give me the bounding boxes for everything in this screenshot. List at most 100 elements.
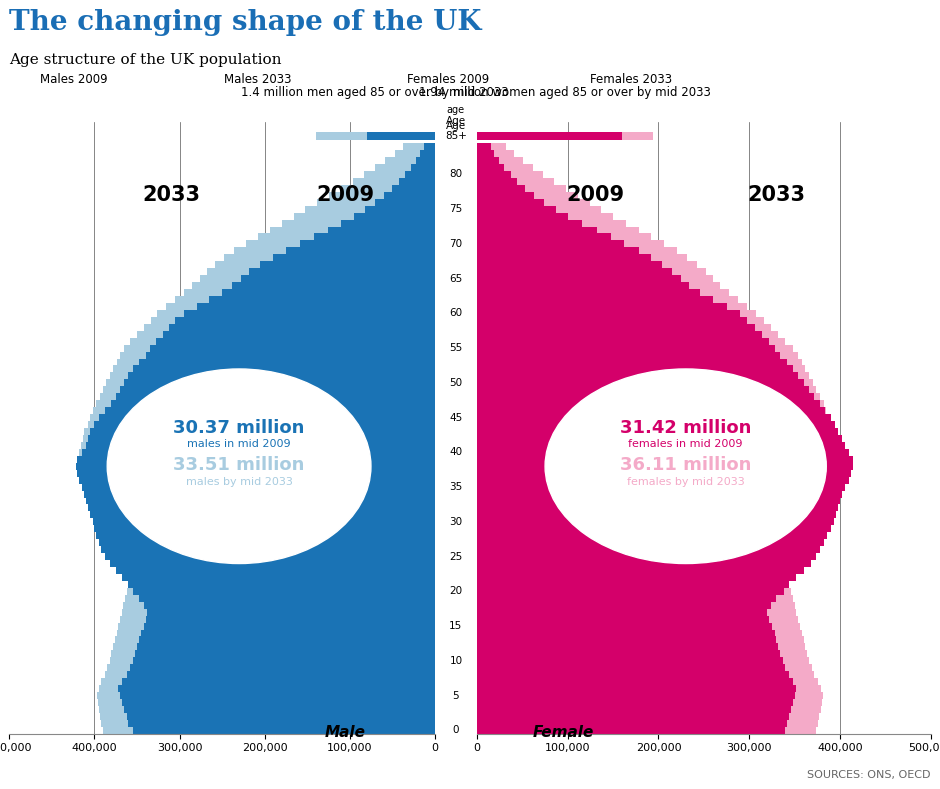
Bar xyxy=(96,400,434,407)
Bar xyxy=(127,713,434,720)
Bar xyxy=(477,484,845,491)
Bar xyxy=(477,560,811,567)
Bar xyxy=(286,248,434,254)
Text: males by mid 2033: males by mid 2033 xyxy=(186,477,292,487)
Bar xyxy=(477,164,504,171)
Bar xyxy=(477,706,821,713)
Text: 2009: 2009 xyxy=(566,185,624,205)
Bar xyxy=(148,608,434,615)
Bar xyxy=(258,234,434,241)
Bar xyxy=(477,533,807,539)
Bar xyxy=(77,456,434,463)
Bar xyxy=(132,567,434,574)
Bar xyxy=(477,442,845,449)
Bar xyxy=(477,331,762,338)
Bar xyxy=(137,644,434,650)
Bar xyxy=(101,713,434,720)
Bar xyxy=(477,414,829,421)
Bar xyxy=(477,282,720,289)
Bar xyxy=(222,289,434,296)
Text: 5: 5 xyxy=(452,690,460,701)
Text: 2033: 2033 xyxy=(747,185,806,205)
Bar xyxy=(424,143,434,150)
Bar xyxy=(477,435,841,442)
Bar xyxy=(477,289,700,296)
Bar xyxy=(477,685,821,692)
Text: 60: 60 xyxy=(449,308,462,319)
Bar xyxy=(477,387,809,393)
Bar xyxy=(82,449,434,456)
Bar xyxy=(129,581,434,588)
Bar xyxy=(477,143,506,150)
Bar xyxy=(121,546,434,553)
Bar xyxy=(477,511,837,518)
Bar xyxy=(102,518,434,525)
Bar xyxy=(112,400,434,407)
Bar xyxy=(184,289,434,296)
Bar xyxy=(127,588,434,595)
Bar xyxy=(131,560,434,567)
Bar xyxy=(477,637,776,644)
Bar xyxy=(403,143,434,150)
Text: 2009: 2009 xyxy=(317,185,374,205)
Bar xyxy=(477,192,534,199)
Text: 50: 50 xyxy=(449,378,462,388)
Bar xyxy=(477,428,838,435)
Bar xyxy=(477,323,771,331)
Bar xyxy=(477,491,841,498)
Bar xyxy=(113,644,434,650)
Bar xyxy=(477,143,491,150)
Bar xyxy=(477,345,792,352)
Bar xyxy=(477,602,771,608)
Bar xyxy=(77,463,434,469)
Bar xyxy=(477,574,788,581)
Bar xyxy=(133,727,434,734)
Bar xyxy=(477,615,769,623)
Bar xyxy=(477,345,775,352)
Bar xyxy=(129,372,434,380)
Bar xyxy=(477,685,796,692)
Bar xyxy=(365,206,434,212)
Text: 30: 30 xyxy=(449,517,462,527)
Text: 80: 80 xyxy=(449,170,462,179)
Bar xyxy=(107,664,434,671)
Text: Females 2033: Females 2033 xyxy=(590,73,672,86)
Bar xyxy=(115,637,434,644)
Bar xyxy=(477,553,791,560)
Bar xyxy=(477,491,833,498)
Bar xyxy=(117,539,434,546)
Bar xyxy=(146,615,434,623)
Bar xyxy=(97,692,434,699)
Bar xyxy=(117,358,434,365)
Bar xyxy=(157,310,434,317)
Bar xyxy=(329,192,434,199)
Bar xyxy=(477,525,831,533)
Text: 45: 45 xyxy=(449,413,462,423)
Bar xyxy=(477,248,638,254)
Bar xyxy=(83,435,434,442)
Bar xyxy=(477,650,807,657)
Bar xyxy=(163,331,434,338)
Bar xyxy=(477,657,783,664)
Bar xyxy=(477,644,778,650)
Bar xyxy=(477,178,555,185)
Text: 1.94 million women aged 85 or over by mid 2033: 1.94 million women aged 85 or over by mi… xyxy=(419,86,711,99)
Bar xyxy=(477,623,800,630)
Bar xyxy=(86,442,434,449)
Text: 10: 10 xyxy=(449,656,462,666)
Bar xyxy=(144,602,434,608)
Text: 31.42 million: 31.42 million xyxy=(620,419,751,437)
Text: Males 2033: Males 2033 xyxy=(224,73,291,86)
Bar xyxy=(477,546,796,553)
Bar xyxy=(85,484,434,491)
Bar xyxy=(207,268,434,275)
Bar xyxy=(133,365,434,372)
Bar xyxy=(477,679,818,685)
Bar xyxy=(99,414,434,421)
Bar xyxy=(477,338,786,345)
Bar xyxy=(477,477,849,484)
Bar xyxy=(93,518,434,525)
Bar xyxy=(477,365,792,372)
Bar xyxy=(104,553,434,560)
Bar xyxy=(224,254,434,261)
